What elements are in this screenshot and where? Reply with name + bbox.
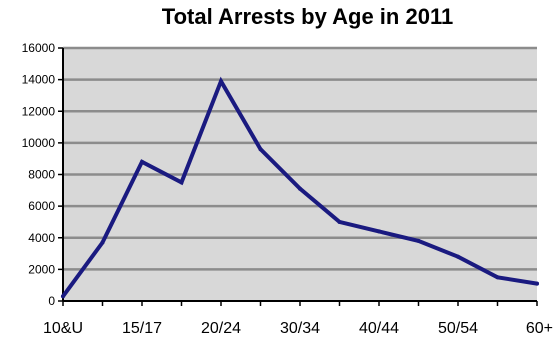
y-tick-label: 14000 <box>22 73 56 87</box>
x-tick-label: 30/34 <box>280 320 320 337</box>
data-point <box>298 187 302 191</box>
y-tick-label: 2000 <box>28 262 55 276</box>
data-point <box>101 240 105 244</box>
y-tick-label: 6000 <box>28 199 55 213</box>
x-tick-label: 20/24 <box>201 320 241 337</box>
y-tick-label: 0 <box>48 294 55 308</box>
data-point <box>417 239 421 243</box>
data-point <box>61 294 65 298</box>
y-tick-label: 12000 <box>22 104 56 118</box>
y-tick-label: 10000 <box>22 136 56 150</box>
x-tick-label: 40/44 <box>359 320 399 337</box>
y-tick-label: 8000 <box>28 168 55 182</box>
x-tick-label: 50/54 <box>438 320 478 337</box>
data-point <box>140 160 144 164</box>
x-tick-label: 60+ <box>526 320 553 337</box>
data-point <box>456 255 460 259</box>
data-point <box>219 79 223 83</box>
data-point <box>377 229 381 233</box>
data-point <box>259 147 263 151</box>
data-point <box>535 282 539 286</box>
y-tick-label: 16000 <box>22 41 56 55</box>
y-tick-label: 4000 <box>28 231 55 245</box>
x-tick-label: 10&U <box>43 320 83 337</box>
data-point <box>496 275 500 279</box>
x-tick-label: 15/17 <box>122 320 162 337</box>
data-point <box>180 180 184 184</box>
data-point <box>338 220 342 224</box>
